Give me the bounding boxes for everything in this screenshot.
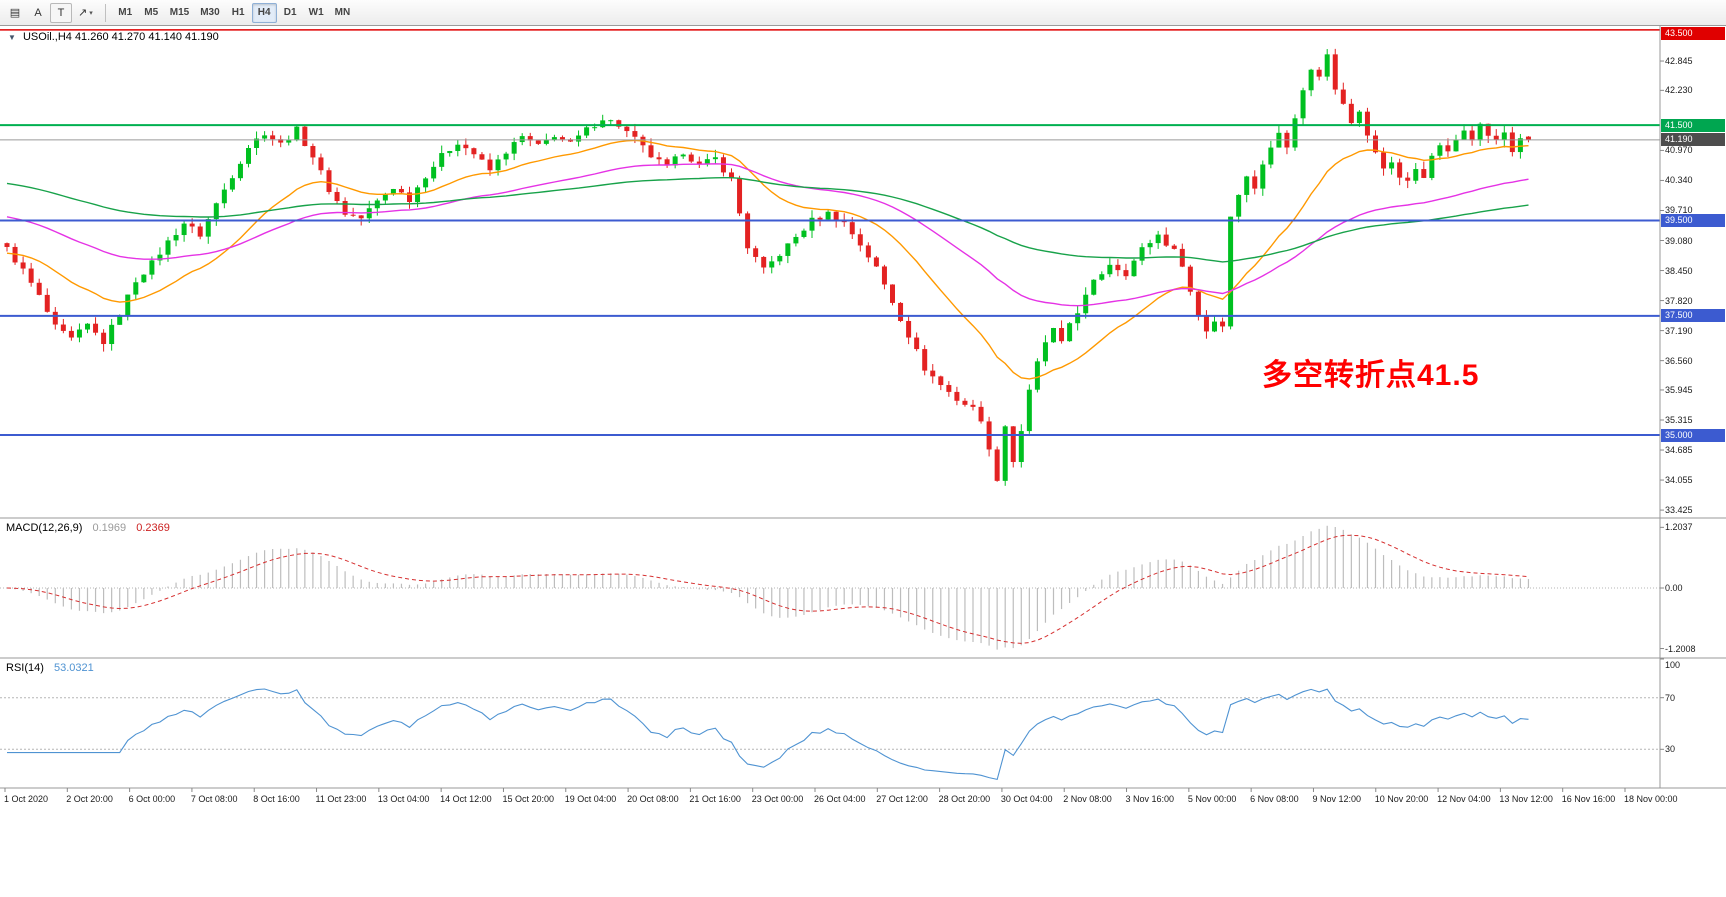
time-axis-label: 28 Oct 20:00 [938, 794, 991, 804]
time-axis-label: 10 Nov 20:00 [1374, 794, 1429, 804]
timeframe-button-w1[interactable]: W1 [308, 7, 324, 18]
macd-label: MACD(12,26,9) [6, 522, 83, 534]
price-axis-label: 36.560 [1665, 355, 1693, 366]
cursor-tool-button[interactable]: A [34, 6, 42, 19]
time-axis-label: 21 Oct 16:00 [689, 794, 741, 804]
timeframe-button-d1[interactable]: D1 [283, 7, 297, 18]
timeframe-button-m5[interactable]: M5 [144, 7, 159, 18]
time-axis-label: 2 Nov 08:00 [1063, 794, 1112, 804]
macd-axis-label: -1.2008 [1665, 643, 1696, 654]
toolbar: ▤ A T ↗ ▾ M1 M5 M15 M30 H1 H4 D1 W1 MN [0, 0, 1726, 26]
draw-tools-dropdown-button[interactable]: ↗ ▾ [78, 7, 93, 19]
time-axis-label: 5 Nov 00:00 [1187, 794, 1237, 804]
timeframe-button-h1[interactable]: H1 [231, 7, 245, 18]
macd-axis-label: 0.00 [1665, 583, 1683, 593]
timeframe-button-m30[interactable]: M30 [200, 7, 220, 18]
time-axis-label: 3 Nov 16:00 [1125, 794, 1175, 804]
time-axis-label: 27 Oct 12:00 [876, 794, 928, 804]
price-axis-label: 33.425 [1665, 505, 1693, 516]
price-badge-41.500: 41.500 [1661, 118, 1725, 132]
drawing-tool-buttons: ▤ A T ↗ ▾ [4, 2, 98, 23]
time-axis-label: 7 Oct 08:00 [190, 794, 238, 804]
chart-annotation-text: 多空转折点41.5 [1262, 359, 1480, 392]
price-axis-label: 40.340 [1665, 175, 1693, 186]
timeframe-button-mn[interactable]: MN [334, 7, 351, 18]
symbol-dropdown-icon[interactable]: ▼ [8, 33, 16, 42]
timeframe-button-m1[interactable]: M1 [118, 7, 133, 18]
price-badge-43.500: 43.500 [1661, 26, 1725, 40]
macd-main-value: 0.1969 [92, 522, 127, 534]
text-tool-button[interactable]: T [50, 2, 72, 23]
time-axis-label: 23 Oct 00:00 [751, 794, 804, 804]
rsi-axis-label: 100 [1665, 660, 1681, 670]
time-axis-label: 8 Oct 16:00 [253, 794, 300, 804]
time-axis-label: 6 Oct 00:00 [128, 794, 176, 804]
rsi-indicator-header: RSI(14) 53.0321 [6, 662, 94, 674]
time-axis-label: 26 Oct 04:00 [814, 794, 866, 804]
macd-indicator-header: MACD(12,26,9) 0.1969 0.2369 [6, 522, 170, 534]
price-axis-label: 39.710 [1665, 205, 1693, 216]
time-axis[interactable]: 1 Oct 2020 2 Oct 20:00 6 Oct 00:00 7 Oct 08… [0, 788, 1726, 814]
rsi-label: RSI(14) [6, 662, 44, 674]
time-axis-label: 15 Oct 20:00 [502, 794, 554, 804]
time-axis-label: 11 Oct 23:00 [315, 794, 367, 804]
time-axis-label: 13 Nov 12:00 [1499, 794, 1553, 804]
time-axis-label: 1 Oct 2020 [4, 794, 49, 804]
price-badge-35.000: 35.000 [1661, 428, 1725, 442]
macd-axis-label: 1.2037 [1665, 522, 1693, 533]
price-axis-label: 37.820 [1665, 295, 1693, 306]
price-axis[interactable]: 42.845 42.230 40.970 40.340 39.710 39.080 38.4… [1660, 26, 1726, 788]
time-axis-label: 6 Nov 08:00 [1250, 794, 1299, 804]
time-axis-label: 13 Oct 04:00 [377, 794, 430, 804]
price-badge-39.500: 39.500 [1661, 213, 1725, 227]
price-badge-37.500: 37.500 [1661, 309, 1725, 323]
time-axis-label: 19 Oct 04:00 [564, 794, 617, 804]
price-axis-label: 37.190 [1665, 325, 1693, 336]
dropdown-caret-icon: ▾ [89, 9, 93, 17]
rsi-value: 53.0321 [53, 662, 94, 674]
price-axis-label: 42.230 [1665, 85, 1693, 96]
price-badge-41.190: 41.190 [1661, 133, 1725, 147]
price-axis-label: 38.450 [1665, 265, 1693, 276]
rsi-axis-label: 70 [1665, 692, 1676, 703]
symbol-ohlc-text: USOil.,H4 41.260 41.270 41.140 41.190 [22, 31, 219, 43]
time-axis-label: 16 Nov 16:00 [1561, 794, 1616, 804]
price-axis-label: 35.945 [1665, 384, 1693, 395]
price-axis-label: 40.970 [1665, 145, 1693, 156]
timeframe-buttons: M1 M5 M15 M30 H1 H4 D1 W1 MN [113, 2, 355, 23]
time-axis-label: 2 Oct 20:00 [66, 794, 113, 804]
time-axis-label: 18 Nov 00:00 [1624, 794, 1678, 804]
chart-symbol-header: ▼ USOil.,H4 41.260 41.270 41.140 41.190 [8, 31, 219, 43]
timeframe-button-h4[interactable]: H4 [251, 2, 277, 23]
price-axis-label: 34.055 [1665, 475, 1693, 486]
rsi-axis-label: 30 [1665, 744, 1676, 755]
time-axis-label: 20 Oct 08:00 [627, 794, 679, 804]
time-axis-label: 14 Oct 12:00 [440, 794, 492, 804]
toolbar-separator [104, 3, 106, 22]
price-axis-label: 34.685 [1665, 445, 1693, 456]
timeframe-button-m15[interactable]: M15 [169, 7, 190, 18]
price-axis-label: 39.080 [1665, 235, 1693, 246]
price-axis-label: 35.315 [1665, 414, 1693, 425]
macd-signal-value: 0.2369 [136, 522, 170, 534]
time-axis-label: 12 Nov 04:00 [1437, 794, 1491, 804]
time-axis-label: 9 Nov 12:00 [1312, 794, 1361, 804]
time-axis-label: 30 Oct 04:00 [1000, 794, 1053, 804]
price-axis-label: 42.845 [1665, 56, 1693, 67]
windows-tile-button[interactable]: ▤ [9, 7, 21, 19]
